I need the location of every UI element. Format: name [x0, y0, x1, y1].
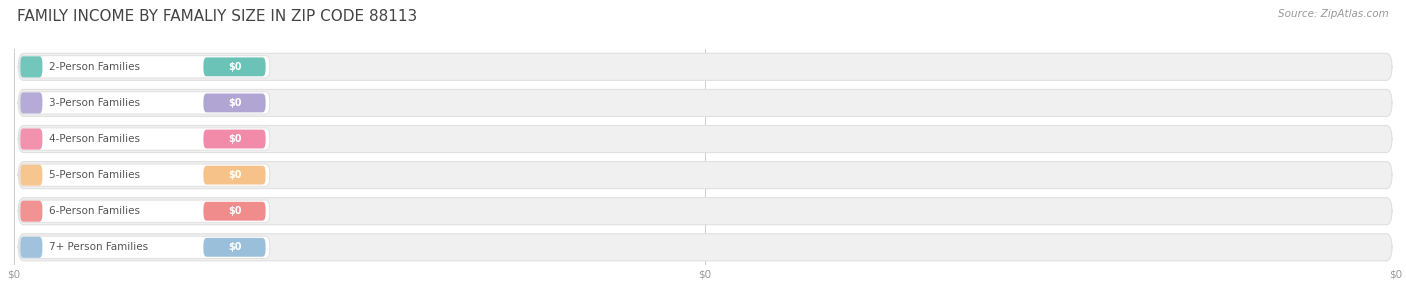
FancyBboxPatch shape [20, 165, 42, 186]
FancyBboxPatch shape [20, 200, 270, 222]
Text: 5-Person Families: 5-Person Families [49, 170, 139, 180]
FancyBboxPatch shape [204, 166, 266, 185]
Text: FAMILY INCOME BY FAMALIY SIZE IN ZIP CODE 88113: FAMILY INCOME BY FAMALIY SIZE IN ZIP COD… [17, 9, 418, 24]
FancyBboxPatch shape [18, 162, 1392, 189]
FancyBboxPatch shape [204, 57, 266, 76]
Text: 7+ Person Families: 7+ Person Families [49, 242, 148, 252]
Text: 4-Person Families: 4-Person Families [49, 134, 139, 144]
Text: 6-Person Families: 6-Person Families [49, 206, 139, 216]
Text: $0: $0 [228, 206, 242, 216]
Text: $0: $0 [228, 170, 242, 180]
FancyBboxPatch shape [18, 234, 1392, 261]
Text: 3-Person Families: 3-Person Families [49, 98, 139, 108]
FancyBboxPatch shape [20, 201, 42, 222]
FancyBboxPatch shape [20, 56, 42, 77]
Text: $0: $0 [228, 242, 242, 252]
FancyBboxPatch shape [20, 128, 270, 150]
FancyBboxPatch shape [204, 94, 266, 112]
FancyBboxPatch shape [20, 236, 270, 258]
FancyBboxPatch shape [20, 92, 270, 114]
Text: $0: $0 [228, 98, 242, 108]
FancyBboxPatch shape [20, 237, 42, 258]
FancyBboxPatch shape [204, 130, 266, 149]
FancyBboxPatch shape [20, 164, 270, 186]
FancyBboxPatch shape [18, 198, 1392, 225]
FancyBboxPatch shape [20, 56, 270, 78]
FancyBboxPatch shape [18, 53, 1392, 81]
FancyBboxPatch shape [18, 89, 1392, 117]
FancyBboxPatch shape [204, 202, 266, 221]
FancyBboxPatch shape [20, 128, 42, 149]
Text: $0: $0 [228, 134, 242, 144]
FancyBboxPatch shape [204, 238, 266, 257]
FancyBboxPatch shape [20, 92, 42, 113]
Text: Source: ZipAtlas.com: Source: ZipAtlas.com [1278, 9, 1389, 19]
FancyBboxPatch shape [18, 125, 1392, 152]
Text: $0: $0 [228, 62, 242, 72]
Text: 2-Person Families: 2-Person Families [49, 62, 139, 72]
